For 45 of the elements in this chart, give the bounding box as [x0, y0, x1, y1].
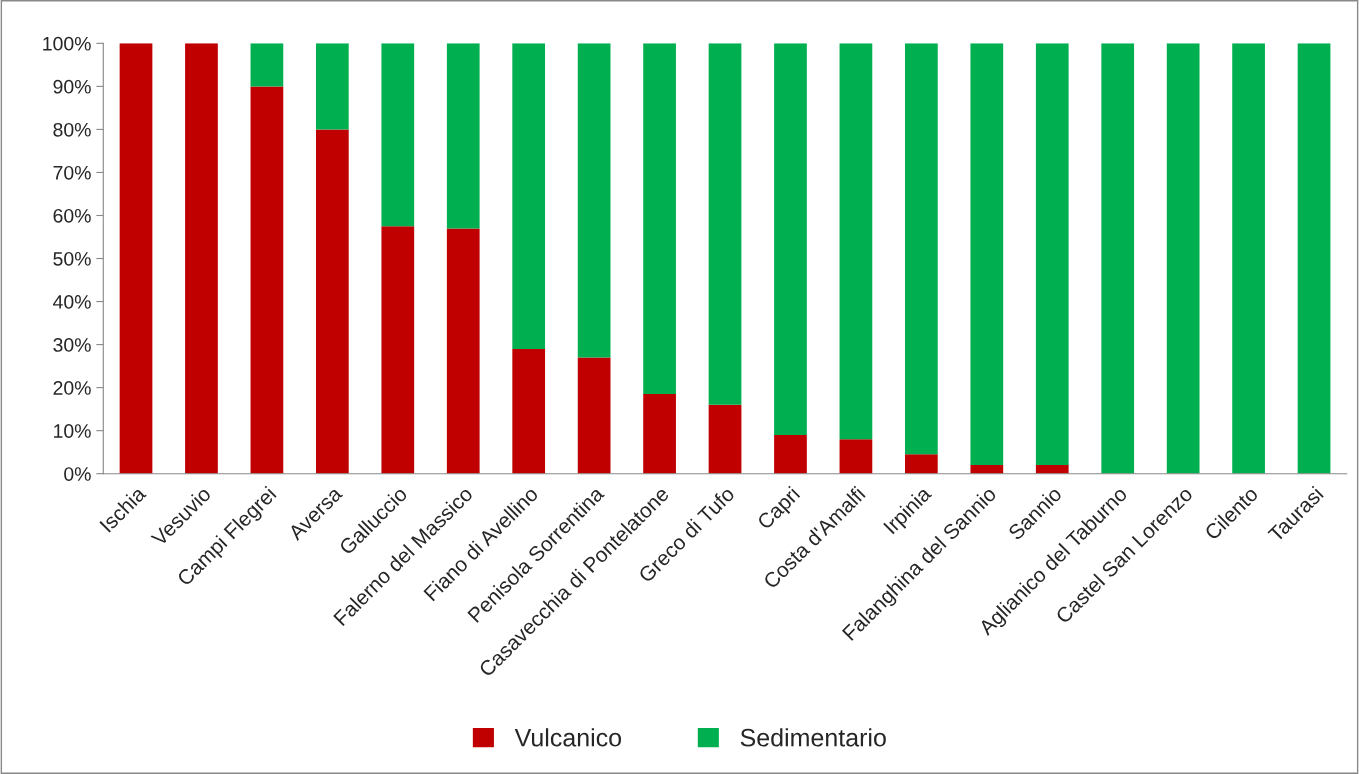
bar	[577, 43, 611, 358]
bar	[250, 43, 284, 87]
legend-label: Vulcanico	[514, 728, 622, 747]
y-tick-label: 70%	[53, 165, 91, 180]
bar	[577, 357, 611, 474]
bar	[315, 129, 349, 474]
bar	[708, 404, 742, 474]
y-tick-label: 20%	[53, 381, 91, 395]
bar	[446, 43, 480, 229]
bar	[381, 43, 415, 227]
bar	[381, 226, 415, 474]
bar	[512, 348, 546, 474]
y-tick-label: 90%	[53, 79, 91, 94]
bar	[1035, 43, 1069, 466]
y-tick-label: 40%	[53, 295, 91, 309]
bar	[119, 43, 153, 474]
bar	[446, 228, 480, 474]
y-tick-label: 100%	[43, 36, 91, 51]
bar	[970, 43, 1004, 466]
bar	[643, 43, 676, 395]
bar	[905, 454, 938, 474]
bar	[1035, 465, 1069, 474]
bar	[708, 43, 742, 405]
y-tick-label: 30%	[53, 338, 91, 352]
bar	[643, 394, 676, 474]
y-tick-label: 10%	[54, 424, 91, 438]
bar	[250, 86, 284, 474]
bar	[1166, 43, 1200, 474]
bar	[315, 43, 349, 130]
bar	[774, 43, 807, 435]
y-tick-label: 50%	[53, 251, 91, 266]
bar	[839, 439, 873, 474]
bar	[839, 43, 873, 440]
y-tick-label: 80%	[53, 122, 91, 137]
bar	[1101, 43, 1135, 474]
bar	[1297, 43, 1331, 474]
legend-label: Sedimentario	[740, 728, 886, 747]
bar	[185, 43, 218, 474]
bar	[774, 434, 807, 474]
y-tick-label: 0%	[64, 467, 91, 481]
bar	[512, 43, 546, 349]
bar	[970, 465, 1004, 474]
y-tick-label: 60%	[53, 208, 91, 223]
bar	[1232, 43, 1265, 474]
bar	[905, 43, 938, 455]
